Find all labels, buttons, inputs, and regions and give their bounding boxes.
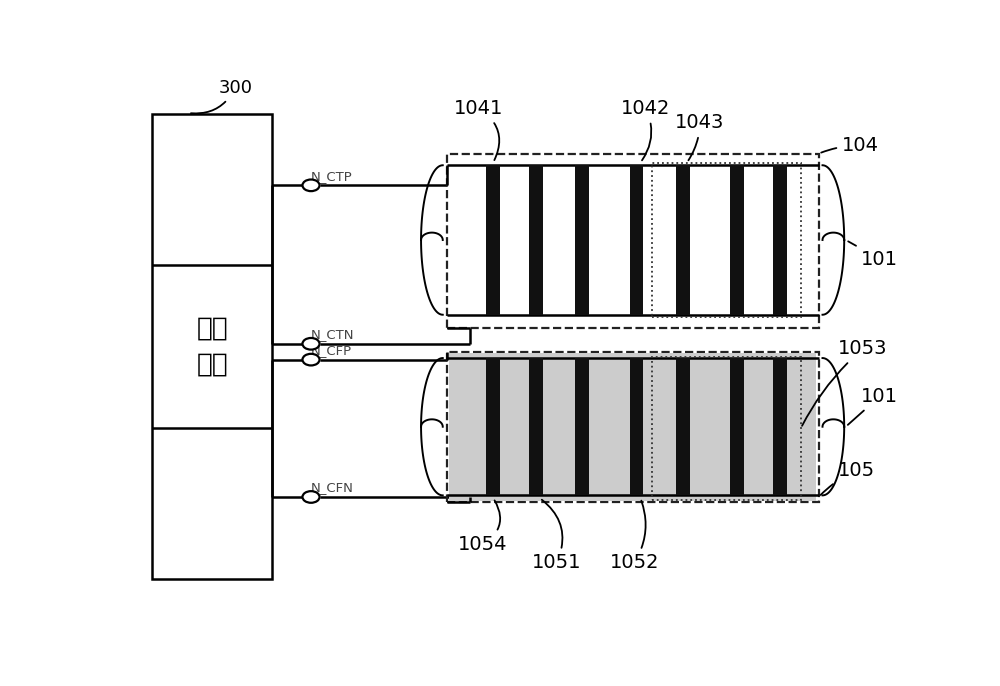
Circle shape (302, 491, 320, 503)
Text: 104: 104 (821, 136, 879, 155)
Text: 1041: 1041 (454, 99, 504, 160)
Text: 信号
转换: 信号 转换 (196, 316, 228, 377)
Text: 1043: 1043 (675, 113, 725, 161)
Text: 101: 101 (848, 387, 898, 425)
Text: 1042: 1042 (621, 99, 670, 161)
Bar (652, 357, 801, 499)
Text: 1052: 1052 (609, 501, 659, 572)
Bar (486, 165, 500, 315)
Bar (730, 165, 744, 315)
Circle shape (302, 354, 320, 366)
Text: 1053: 1053 (802, 340, 888, 426)
Text: 1054: 1054 (458, 500, 508, 554)
Text: 101: 101 (848, 241, 898, 268)
Bar (773, 165, 787, 315)
Text: N_CTN: N_CTN (311, 328, 354, 341)
Bar (447, 352, 819, 502)
Bar (676, 165, 690, 315)
Text: 1051: 1051 (532, 499, 581, 572)
Bar (449, 353, 816, 501)
Bar (575, 165, 589, 315)
Bar (652, 163, 801, 318)
Text: 300: 300 (191, 79, 252, 113)
Text: N_CTP: N_CTP (311, 169, 353, 182)
Text: 105: 105 (821, 461, 875, 495)
Text: N_CFN: N_CFN (311, 482, 354, 495)
Bar (529, 165, 543, 315)
Circle shape (302, 338, 320, 350)
Bar (676, 358, 690, 495)
Bar (630, 165, 643, 315)
Bar (630, 358, 643, 495)
Bar (575, 358, 589, 495)
Text: N_CFP: N_CFP (311, 344, 352, 357)
Bar (730, 358, 744, 495)
Bar (447, 154, 819, 328)
Bar (773, 358, 787, 495)
Bar (529, 358, 543, 495)
Bar (486, 358, 500, 495)
Bar (152, 114, 272, 579)
Circle shape (302, 180, 320, 191)
